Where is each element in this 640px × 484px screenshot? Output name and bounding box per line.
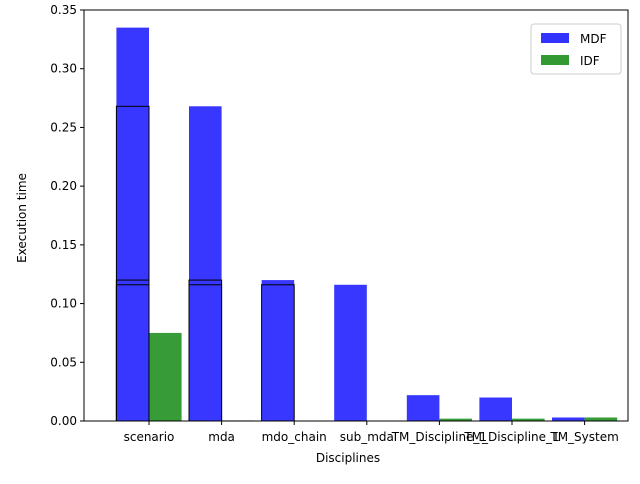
y-tick-label: 0.25 [50, 120, 77, 134]
y-tick-label: 0.30 [50, 62, 77, 76]
y-tick-label: 0.15 [50, 238, 77, 252]
legend-swatch-mdf [541, 33, 569, 43]
y-axis-label: Execution time [15, 173, 29, 263]
bar-mdf-2 [262, 280, 295, 421]
bar-mdf-5 [479, 398, 512, 421]
y-tick-label: 0.00 [50, 414, 77, 428]
legend-swatch-idf [541, 55, 569, 65]
bar-mdf-1 [189, 106, 222, 421]
y-tick-label: 0.10 [50, 297, 77, 311]
y-tick-label: 0.05 [50, 355, 77, 369]
x-axis-label: Disciplines [316, 451, 380, 465]
legend: MDF IDF [531, 24, 621, 74]
x-tick-label: mdo_chain [262, 430, 327, 444]
x-tick-label: TM_Discipline_1 [463, 430, 559, 444]
legend-label-mdf: MDF [580, 32, 607, 46]
y-tick-label: 0.35 [50, 3, 77, 17]
bars-group [116, 28, 617, 421]
legend-box [531, 24, 621, 74]
x-tick-label: sub_mda [340, 430, 394, 444]
bar-idf-0 [149, 333, 182, 421]
bar-mdf-3 [334, 285, 367, 421]
bar-mdf-4 [407, 395, 440, 421]
x-tick-label: TM_System [549, 430, 618, 444]
bar-idf-6 [585, 417, 618, 421]
legend-label-idf: IDF [580, 54, 600, 68]
y-tick-label: 0.20 [50, 179, 77, 193]
bar-mdf-0 [116, 28, 149, 421]
x-tick-label: mda [208, 430, 235, 444]
x-tick-label: scenario [124, 430, 175, 444]
bar-mdf-6 [552, 417, 585, 421]
